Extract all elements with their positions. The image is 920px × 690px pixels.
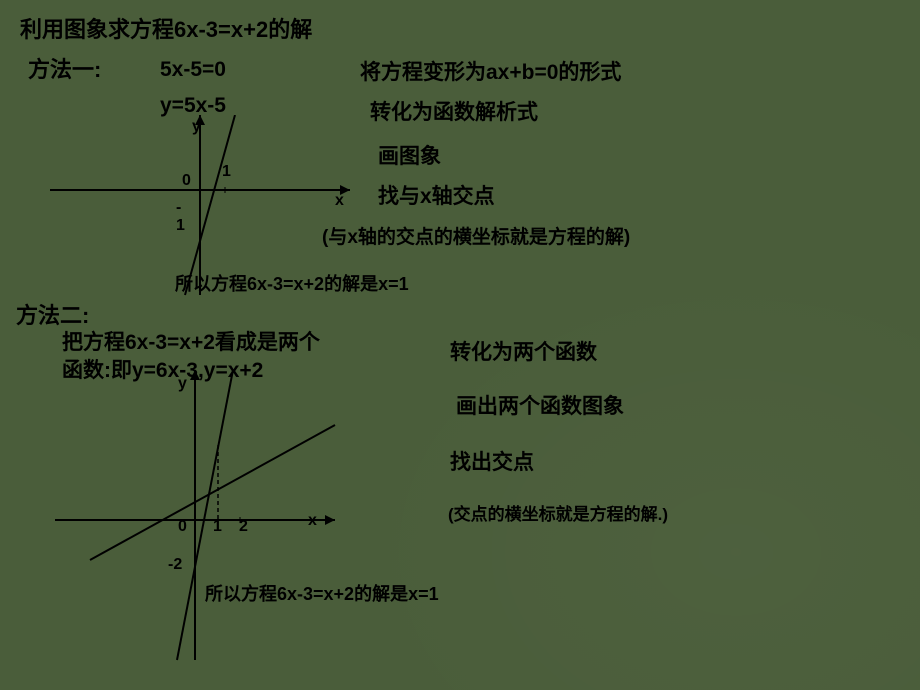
graph2-y-neg-tick: -2 <box>168 556 182 574</box>
method1-step4: 找与x轴交点 <box>378 180 495 210</box>
method2-step2: 画出两个函数图象 <box>456 390 624 420</box>
graph2-x-label: x <box>308 512 317 530</box>
graph1-x-label: x <box>335 192 344 210</box>
graph1-y-neg-tick: -1 <box>176 199 185 235</box>
graph2-y-label: y <box>178 375 187 393</box>
method2-step3: 找出交点 <box>450 446 534 476</box>
method1-step3: 画图象 <box>378 140 441 170</box>
method2-note: (交点的横坐标就是方程的解.) <box>448 500 668 525</box>
method1-step1: 将方程变形为ax+b=0的形式 <box>360 56 621 86</box>
graph1 <box>50 115 360 305</box>
graph1-origin: 0 <box>182 172 191 190</box>
method1-step2: 转化为函数解析式 <box>370 96 538 126</box>
graph2-origin: 0 <box>178 518 187 536</box>
method1-eq1: 5x-5=0 <box>160 58 226 82</box>
graph1-y-label: y <box>192 118 201 136</box>
method2-desc1: 把方程6x-3=x+2看成是两个 <box>62 326 320 356</box>
graph2-x-tick1: 1 <box>213 518 222 536</box>
graph2-x-tick2: 2 <box>239 518 248 536</box>
method1-label: 方法一: <box>28 52 101 84</box>
graph1-x-tick: 1 <box>222 163 231 181</box>
page-title: 利用图象求方程6x-3=x+2的解 <box>20 12 312 44</box>
method1-note: (与x轴的交点的横坐标就是方程的解) <box>322 222 902 249</box>
method2-step1: 转化为两个函数 <box>450 336 597 366</box>
